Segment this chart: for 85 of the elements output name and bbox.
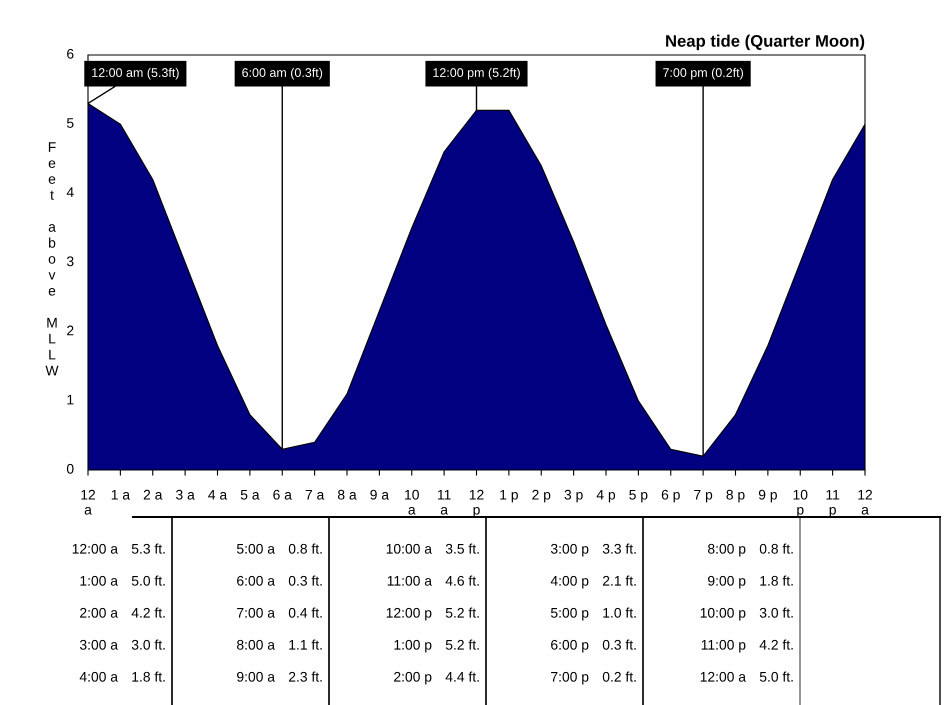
text: 5.2 ft. [446,640,479,650]
x-tick-label: 11 a [438,490,451,515]
text: 3:00 a [80,640,118,650]
text: 2.3 ft. [288,672,322,682]
x-tick-label: 6 p [662,490,680,502]
x-tick-label: 6 a [273,490,292,500]
text: 1.1 ft. [289,640,322,650]
y-tick-label: 1 [67,394,74,404]
text: 3:00 p [550,544,588,556]
text: 12:00 a [700,672,746,682]
text: 4.2 ft. [760,640,793,650]
text: 5.3 ft. [132,544,165,554]
x-tick-label: 12 a [858,490,872,515]
y-tick-label: 4 [66,187,74,197]
annotation: 12:00 pm (5.2ft) [433,68,520,80]
x-tick-label: 9 p [758,490,777,502]
text: 9:00 a [237,672,276,682]
text: 5.2 ft. [446,608,479,618]
annotation: 7:00 pm (0.2ft) [663,68,743,80]
text: 0.3 ft. [602,640,636,650]
text: 2.1 ft. [602,576,636,586]
text: 6:00 a [237,576,276,586]
x-tick-label: 1 p [500,490,518,502]
text: 1:00 p [394,640,432,652]
text: 1.8 ft. [760,576,793,586]
annotation: 6:00 am (0.3ft) [242,68,322,80]
x-tick-label: 7 a [306,490,324,500]
x-tick-label: 5 p [629,490,648,502]
x-tick-label: 3 a [176,490,195,500]
x-tick-label: 12 a [81,490,96,515]
x-tick-label: 4 a [208,490,228,500]
text: 0.8 ft. [288,544,322,554]
text: 2:00 p [394,672,432,684]
y-tick-label: 5 [66,118,74,128]
text: Feet above MLLW [46,142,59,376]
text: 4.4 ft. [446,672,479,682]
text: 2:00 a [80,608,118,618]
x-tick-label: 8 p [726,490,745,502]
text: 12:00 p [386,608,432,620]
y-tick-label: 3 [66,256,74,266]
text: 1.8 ft. [132,672,165,682]
y-tick-label: 0 [66,464,74,474]
chart-title: Neap tide (Quarter Moon) [666,34,864,50]
text: 5:00 a [236,544,276,554]
annotation: 12:00 am (5.3ft) [92,68,179,80]
text: 11:00 a [388,576,432,586]
x-tick-label: 10 a [405,490,419,515]
text: 3.3 ft. [602,544,636,554]
x-tick-label: 7 p [694,490,712,502]
text: 11:00 p [702,640,746,652]
text: 3.0 ft. [132,640,165,650]
text: 7:00 p [551,672,588,684]
text: 8:00 a [236,640,276,650]
text: 0.2 ft. [602,672,636,682]
text: 0.8 ft. [760,544,793,554]
x-tick-label: 3 p [564,490,583,502]
text: 10:00 p [700,608,746,620]
x-tick-label: 9 a [370,490,390,500]
text: 12:00 a [72,544,118,554]
x-tick-label: 5 a [240,490,260,500]
text: 4:00 a [80,672,118,682]
x-tick-label: 4 p [596,490,616,502]
text: 5.0 ft. [760,672,793,682]
text: 0.3 ft. [288,576,322,586]
x-tick-label: 1 a [112,490,130,500]
text: 5.0 ft. [132,576,165,586]
text: 3.0 ft. [760,608,793,618]
text: 5:00 p [550,608,588,620]
y-tick-label: 2 [67,326,74,336]
text: 10:00 a [386,544,432,554]
text: 7:00 a [237,608,276,618]
text: 6:00 p [551,640,588,652]
text: 3.5 ft. [446,544,479,554]
text: 8:00 p [708,544,746,556]
y-tick-label: 6 [67,48,74,59]
text: 4.6 ft. [446,576,479,586]
text: 4.2 ft. [132,608,165,618]
text: 9:00 p [708,576,746,588]
text: 4:00 p [550,576,588,588]
x-tick-label: 2 p [532,490,550,502]
x-tick-label: 8 a [338,490,357,500]
text: 1.0 ft. [603,608,636,618]
text: 1:00 a [80,576,118,586]
x-tick-label: 2 a [144,490,162,500]
text: 0.4 ft. [288,608,322,618]
